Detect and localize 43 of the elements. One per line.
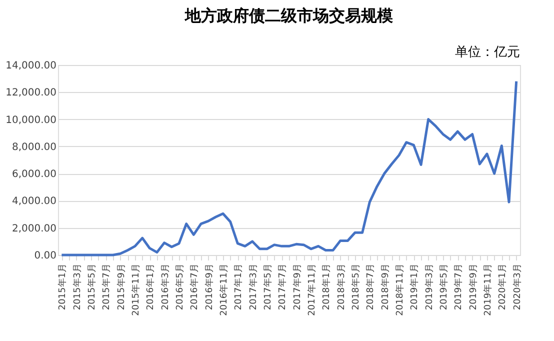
x-tick-label: 2018年11月 bbox=[394, 264, 406, 316]
x-tick-label: 2020年1月 bbox=[497, 264, 508, 310]
x-tick-label: 2019年3月 bbox=[424, 264, 435, 310]
x-tick-label: 2018年1月 bbox=[321, 264, 332, 310]
y-tick-label: 8,000.00 bbox=[12, 142, 56, 153]
y-tick-label: 6,000.00 bbox=[12, 169, 56, 180]
x-tick-label: 2019年7月 bbox=[453, 264, 464, 310]
y-tick-label: 10,000.00 bbox=[6, 114, 56, 126]
x-tick-label: 2019年5月 bbox=[438, 264, 450, 310]
x-tick-label: 2018年5月 bbox=[350, 264, 362, 310]
x-tick-label: 2019年11月 bbox=[482, 264, 494, 316]
x-tick-label: 2016年5月 bbox=[174, 264, 186, 310]
y-tick-label: 4,000.00 bbox=[12, 196, 56, 208]
x-tick-label: 2015年1月 bbox=[57, 264, 68, 310]
y-tick-label: 14,000.00 bbox=[6, 60, 56, 72]
y-tick-label: 2,000.00 bbox=[12, 223, 56, 234]
x-tick-label: 2016年7月 bbox=[189, 264, 200, 310]
x-tick-label: 2017年3月 bbox=[248, 264, 259, 310]
x-tick-label: 2017年9月 bbox=[292, 264, 303, 310]
text: 单位：亿元 bbox=[455, 45, 520, 60]
x-tick-label: 2016年11月 bbox=[218, 264, 230, 316]
x-tick-label: 2017年5月 bbox=[262, 264, 274, 310]
x-tick-label: 2020年3月 bbox=[512, 264, 523, 310]
y-tick-label: 12,000.00 bbox=[6, 88, 56, 99]
x-tick-label: 2019年1月 bbox=[409, 264, 420, 310]
x-tick-label: 2015年5月 bbox=[86, 264, 98, 310]
x-tick-label: 2016年1月 bbox=[145, 264, 156, 310]
chart-title: 地方政府债二级市场交易规模 bbox=[184, 6, 393, 25]
x-tick-label: 2015年7月 bbox=[101, 264, 112, 310]
x-tick-label: 2018年9月 bbox=[380, 264, 391, 310]
y-tick-label: 0.00 bbox=[34, 250, 56, 262]
x-tick-label: 2018年7月 bbox=[365, 264, 376, 310]
x-tick-label: 2016年3月 bbox=[160, 264, 171, 310]
x-tick-label: 2017年1月 bbox=[233, 264, 244, 310]
x-tick-label: 2015年3月 bbox=[72, 264, 83, 310]
x-tick-label: 2015年11月 bbox=[130, 264, 142, 316]
x-tick-label: 2017年7月 bbox=[277, 264, 288, 310]
x-tick-label: 2019年9月 bbox=[468, 264, 479, 310]
line-series bbox=[60, 80, 518, 256]
x-tick-label: 2018年3月 bbox=[336, 264, 347, 310]
x-tick-label: 2016年9月 bbox=[204, 264, 215, 310]
x-tick-label: 2017年11月 bbox=[306, 264, 318, 316]
x-tick-label: 2015年9月 bbox=[116, 264, 127, 310]
